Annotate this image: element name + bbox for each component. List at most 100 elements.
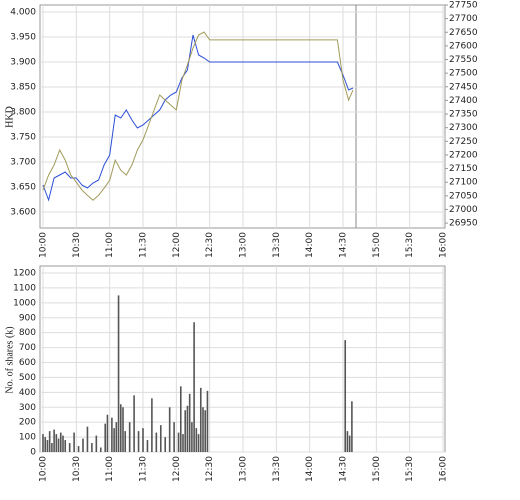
volume-bar xyxy=(168,407,171,452)
x-tick-label: 15:00 xyxy=(372,232,382,258)
volume-bar xyxy=(53,429,55,452)
volume-bar xyxy=(122,407,124,452)
volume-bar xyxy=(111,417,113,452)
volume-bar xyxy=(351,401,353,452)
y2-tick-label: 27300 xyxy=(449,123,478,133)
y-tick-label: 400 xyxy=(19,388,36,398)
volume-bar xyxy=(86,426,89,452)
volume-bar xyxy=(186,405,189,452)
volume-bar xyxy=(164,437,167,452)
y-tick-label: 3.600 xyxy=(10,208,36,218)
y2-tick-label: 27050 xyxy=(449,191,478,201)
x-tick-label: 12:30 xyxy=(205,232,215,258)
volume-bar xyxy=(133,395,135,452)
volume-bar xyxy=(142,428,144,452)
volume-bar xyxy=(99,447,102,452)
volume-bar xyxy=(137,431,140,452)
volume-bar xyxy=(195,428,198,452)
volume-bar xyxy=(104,423,107,452)
y2-tick-label: 27200 xyxy=(449,150,478,160)
y-tick-label: 1100 xyxy=(13,283,36,293)
y-tick-label: 3.750 xyxy=(10,133,36,143)
x-tick-label: 14:30 xyxy=(339,456,349,482)
volume-bar xyxy=(151,398,153,452)
volume-bar xyxy=(155,432,158,452)
price-line xyxy=(42,31,354,201)
volume-bar xyxy=(191,422,193,452)
y-tick-label: 1000 xyxy=(13,298,36,308)
y-tick-label: 3.700 xyxy=(10,158,36,168)
volume-bar xyxy=(159,425,162,452)
volume-bar xyxy=(177,432,180,452)
volume-bar xyxy=(346,431,349,452)
volume-bar xyxy=(182,434,184,452)
volume-bar xyxy=(173,422,175,452)
volume-bar xyxy=(179,386,182,452)
volume-bar xyxy=(193,322,195,452)
volume-bar xyxy=(73,432,75,452)
y-tick-label: 800 xyxy=(19,328,36,338)
y-tick-label: 3.800 xyxy=(10,108,36,118)
x-tick-label: 11:30 xyxy=(139,456,149,482)
volume-bar xyxy=(113,428,115,452)
x-tick-label: 16:00 xyxy=(439,456,449,482)
volume-bar xyxy=(44,437,47,452)
x-tick-label: 14:30 xyxy=(339,232,349,258)
y-tick-label: 200 xyxy=(19,418,36,428)
y2-tick-label: 27150 xyxy=(449,164,478,174)
x-tick-label: 13:00 xyxy=(239,456,249,482)
x-tick-label: 11:00 xyxy=(105,456,115,482)
volume-bar xyxy=(146,440,149,452)
x-tick-label: 11:00 xyxy=(105,232,115,258)
y-axis-label: HKD xyxy=(4,106,15,128)
y2-tick-label: 27600 xyxy=(449,41,478,51)
x-tick-label: 15:30 xyxy=(405,232,415,258)
volume-bar xyxy=(77,446,80,452)
y-tick-label: 3.650 xyxy=(10,183,36,193)
y2-tick-label: 27250 xyxy=(449,137,478,147)
volume-bar xyxy=(184,410,187,452)
x-tick-label: 15:30 xyxy=(405,456,415,482)
volume-bar xyxy=(128,422,131,452)
volume-bar xyxy=(119,404,122,452)
volume-bar xyxy=(124,431,127,452)
x-tick-label: 14:00 xyxy=(305,456,315,482)
volume-bar xyxy=(42,434,44,452)
x-tick-label: 16:00 xyxy=(439,232,449,258)
x-tick-label: 13:30 xyxy=(272,232,282,258)
y-tick-label: 900 xyxy=(19,313,36,323)
volume-bar xyxy=(51,443,53,452)
y-tick-label: 100 xyxy=(19,433,36,443)
y-tick-label: 3.850 xyxy=(10,83,36,93)
volume-bar xyxy=(188,393,191,452)
volume-bar xyxy=(115,422,118,452)
x-tick-label: 12:30 xyxy=(205,456,215,482)
volume-bar xyxy=(64,440,67,452)
price-line xyxy=(42,34,354,202)
x-tick-label: 10:30 xyxy=(72,232,82,258)
x-tick-label: 13:30 xyxy=(272,456,282,482)
x-tick-label: 13:00 xyxy=(239,232,249,258)
x-tick-label: 12:00 xyxy=(172,232,182,258)
y-tick-label: 4.000 xyxy=(10,8,36,18)
y-tick-label: 600 xyxy=(19,358,36,368)
y2-tick-label: 26950 xyxy=(449,219,478,229)
y2-tick-label: 27650 xyxy=(449,28,478,38)
volume-bar xyxy=(202,407,204,452)
volume-bar xyxy=(206,390,209,452)
y2-tick-label: 27750 xyxy=(449,1,478,11)
x-tick-label: 11:30 xyxy=(139,232,149,258)
x-tick-label: 12:00 xyxy=(172,456,182,482)
y2-tick-label: 27000 xyxy=(449,205,478,215)
volume-bar xyxy=(82,438,84,452)
volume-bar xyxy=(91,443,93,452)
x-tick-label: 10:00 xyxy=(39,456,49,482)
y-axis-label: No. of shares (k) xyxy=(4,326,15,393)
x-tick-label: 10:00 xyxy=(39,232,49,258)
x-tick-label: 10:30 xyxy=(72,456,82,482)
y2-tick-label: 27700 xyxy=(449,14,478,24)
y2-tick-label: 27450 xyxy=(449,82,478,92)
y-tick-label: 0 xyxy=(30,448,36,458)
volume-bar xyxy=(68,443,71,452)
